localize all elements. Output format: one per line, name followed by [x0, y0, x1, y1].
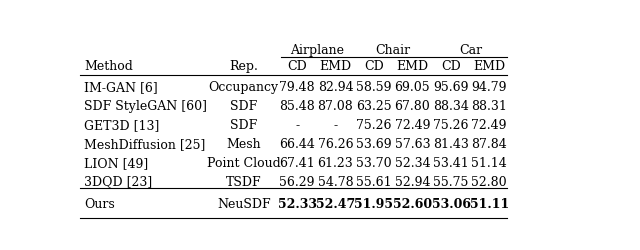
- Text: 52.60: 52.60: [393, 198, 432, 211]
- Text: EMD: EMD: [396, 60, 428, 73]
- Text: 69.05: 69.05: [394, 81, 430, 94]
- Text: 57.63: 57.63: [394, 138, 430, 151]
- Text: Point Cloud: Point Cloud: [207, 157, 280, 170]
- Text: SDF: SDF: [230, 119, 257, 132]
- Text: Ours: Ours: [84, 198, 115, 211]
- Text: 94.79: 94.79: [472, 81, 507, 94]
- Text: 58.59: 58.59: [356, 81, 392, 94]
- Text: 75.26: 75.26: [433, 119, 468, 132]
- Text: 72.49: 72.49: [472, 119, 507, 132]
- Text: 82.94: 82.94: [317, 81, 353, 94]
- Text: Airplane: Airplane: [289, 44, 344, 57]
- Text: 72.49: 72.49: [395, 119, 430, 132]
- Text: EMD: EMD: [473, 60, 505, 73]
- Text: 81.43: 81.43: [433, 138, 469, 151]
- Text: 85.48: 85.48: [280, 100, 315, 113]
- Text: 63.25: 63.25: [356, 100, 392, 113]
- Text: 52.47: 52.47: [316, 198, 355, 211]
- Text: 61.23: 61.23: [317, 157, 353, 170]
- Text: Rep.: Rep.: [229, 60, 258, 73]
- Text: 54.78: 54.78: [317, 176, 353, 188]
- Text: 88.34: 88.34: [433, 100, 469, 113]
- Text: 67.41: 67.41: [280, 157, 315, 170]
- Text: 87.84: 87.84: [471, 138, 507, 151]
- Text: Occupancy: Occupancy: [209, 81, 279, 94]
- Text: 53.69: 53.69: [356, 138, 392, 151]
- Text: TSDF: TSDF: [226, 176, 262, 188]
- Text: 53.41: 53.41: [433, 157, 469, 170]
- Text: 52.80: 52.80: [472, 176, 507, 188]
- Text: Mesh: Mesh: [227, 138, 261, 151]
- Text: 53.06: 53.06: [431, 198, 470, 211]
- Text: 75.26: 75.26: [356, 119, 392, 132]
- Text: 56.29: 56.29: [280, 176, 315, 188]
- Text: 51.11: 51.11: [470, 198, 509, 211]
- Text: 52.94: 52.94: [395, 176, 430, 188]
- Text: CD: CD: [364, 60, 383, 73]
- Text: Method: Method: [84, 60, 133, 73]
- Text: 3DQD [23]: 3DQD [23]: [84, 176, 152, 188]
- Text: CD: CD: [287, 60, 307, 73]
- Text: 55.75: 55.75: [433, 176, 468, 188]
- Text: NeuSDF: NeuSDF: [217, 198, 271, 211]
- Text: SDF StyleGAN [60]: SDF StyleGAN [60]: [84, 100, 207, 113]
- Text: -: -: [295, 119, 300, 132]
- Text: 51.14: 51.14: [471, 157, 507, 170]
- Text: GET3D [13]: GET3D [13]: [84, 119, 159, 132]
- Text: -: -: [333, 119, 337, 132]
- Text: 76.26: 76.26: [317, 138, 353, 151]
- Text: 67.80: 67.80: [394, 100, 430, 113]
- Text: 52.33: 52.33: [278, 198, 317, 211]
- Text: Chair: Chair: [376, 44, 410, 57]
- Text: SDF: SDF: [230, 100, 257, 113]
- Text: Car: Car: [459, 44, 482, 57]
- Text: IM-GAN [6]: IM-GAN [6]: [84, 81, 157, 94]
- Text: EMD: EMD: [319, 60, 351, 73]
- Text: LION [49]: LION [49]: [84, 157, 148, 170]
- Text: 66.44: 66.44: [279, 138, 315, 151]
- Text: 95.69: 95.69: [433, 81, 468, 94]
- Text: MeshDiffusion [25]: MeshDiffusion [25]: [84, 138, 205, 151]
- Text: 55.61: 55.61: [356, 176, 392, 188]
- Text: 79.48: 79.48: [280, 81, 315, 94]
- Text: 87.08: 87.08: [317, 100, 353, 113]
- Text: 52.34: 52.34: [394, 157, 430, 170]
- Text: 51.95: 51.95: [354, 198, 393, 211]
- Text: 88.31: 88.31: [471, 100, 507, 113]
- Text: 53.70: 53.70: [356, 157, 392, 170]
- Text: CD: CD: [441, 60, 461, 73]
